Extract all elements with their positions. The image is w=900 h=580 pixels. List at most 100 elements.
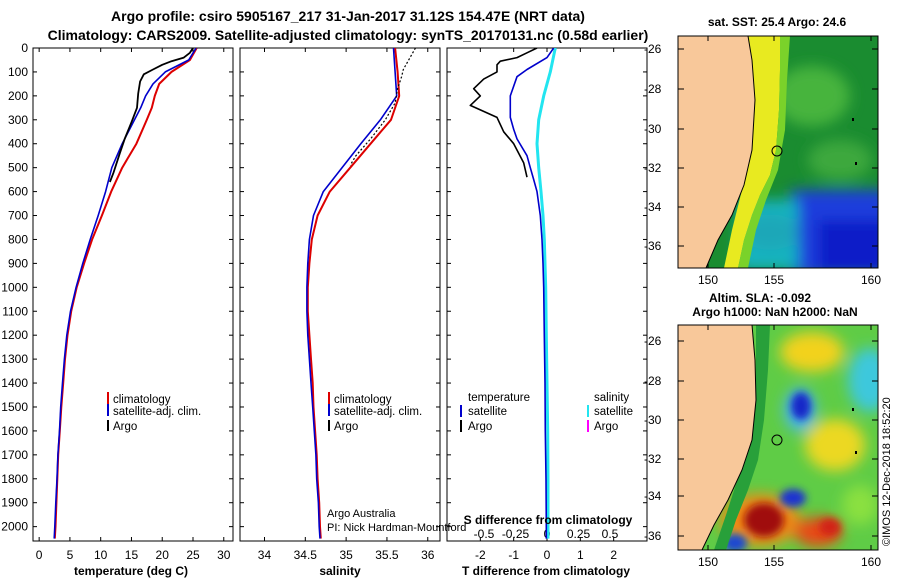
sst-map-frame — [677, 35, 879, 269]
sla-island-1 — [852, 408, 854, 411]
x-tick-label: 30 — [217, 548, 231, 562]
legend-title-salinity: salinity — [594, 392, 629, 404]
legend-label-climatology: climatology — [113, 394, 171, 406]
x-tick-label: 2 — [610, 548, 617, 562]
lat-tick-label: -30 — [644, 122, 662, 136]
depth-tick-label: 1000 — [1, 280, 28, 294]
temperature-x-ticks: 0 5 10 15 20 25 30 — [36, 48, 231, 562]
x-tick-label: 5 — [67, 548, 74, 562]
s-difference-axis-label: S difference from climatology — [464, 513, 633, 527]
depth-tick-label: 400 — [8, 137, 28, 151]
sla-blue-eddy-1 — [791, 392, 811, 420]
sst-green-patch-1 — [774, 66, 850, 126]
depth-tick-label: 2000 — [1, 520, 28, 534]
depth-tick-label: 1100 — [2, 304, 28, 318]
sla-island-2 — [855, 451, 857, 454]
x-tick-label: 10 — [94, 548, 108, 562]
x-tick-label: 34.5 — [294, 548, 318, 562]
credit-org: Argo Australia — [327, 508, 396, 520]
series-line-temperature-satellite — [509, 48, 555, 539]
figure-title-line2: Climatology: CARS2009. Satellite-adjuste… — [48, 27, 649, 43]
series-line-satellite-adj-clim- — [53, 48, 197, 539]
temperature-panel-frame — [32, 47, 234, 542]
x-tick-label: 15 — [125, 548, 139, 562]
legend-label-argo: Argo — [113, 421, 137, 433]
legend-label-t-satellite: satellite — [468, 406, 507, 418]
x-tick-label: -1 — [508, 548, 519, 562]
lat-tick-label: -30 — [644, 413, 662, 427]
australia-land-1 — [678, 36, 756, 268]
depth-tick-label: 1300 — [1, 352, 28, 366]
depth-tick-label: 900 — [8, 256, 28, 270]
sla-darkred-eddy — [744, 503, 784, 537]
sla-light-green — [842, 485, 878, 525]
salinity-difference-x-ticks: -0.5 -0.25 0 0.25 0.5 — [474, 527, 619, 541]
x-tick-label: 0 — [544, 548, 551, 562]
series-line-satellite-adj-clim- — [306, 48, 398, 539]
lat-tick-label: -26 — [644, 42, 662, 56]
legend-label-argo: Argo — [334, 421, 358, 433]
sla-map-ticks: -26 -28 -30 -32 -34 -36 150 155 160 — [644, 325, 881, 569]
salinity-legend: climatology satellite-adj. clim. Argo — [328, 392, 422, 433]
depth-tick-label: 800 — [8, 232, 28, 246]
series-line-salinity-satellite — [535, 48, 557, 539]
temperature-axis-label: temperature (deg C) — [74, 564, 188, 578]
depth-ticks — [33, 47, 647, 528]
depth-tick-label: 600 — [8, 185, 28, 199]
sla-yellow-eddy-2 — [805, 419, 865, 471]
depth-tick-label: 1400 — [1, 376, 28, 390]
lat-tick-label: -36 — [644, 239, 662, 253]
sst-map — [678, 36, 878, 268]
sla-red-eddy-3 — [819, 518, 841, 536]
lat-tick-label: -36 — [644, 529, 662, 543]
sst-island-2 — [855, 162, 857, 165]
x-tick-label: 0 — [36, 548, 43, 562]
legend-title-temperature: temperature — [468, 392, 530, 404]
depth-tick-label: 100 — [8, 65, 28, 79]
salinity-panel-frame — [239, 47, 441, 542]
difference-series — [469, 48, 557, 539]
sst-deep-blue-1 — [818, 220, 878, 268]
lon-tick-label: 150 — [698, 273, 718, 287]
lon-tick-label: 155 — [764, 555, 784, 569]
x-tick-label: 20 — [156, 548, 170, 562]
depth-tick-label: 1800 — [1, 472, 28, 486]
depth-tick-label: 200 — [8, 89, 28, 103]
s-diff-tick-label: 0.5 — [602, 527, 619, 541]
sst-island-1 — [852, 118, 854, 121]
credit-pi: PI: Nick Hardman-Mountford — [327, 522, 466, 534]
legend-label-satellite: satellite-adj. clim. — [334, 406, 422, 418]
lat-tick-label: -32 — [644, 161, 662, 175]
depth-tick-label: 500 — [8, 161, 28, 175]
x-tick-label: 1 — [577, 548, 584, 562]
depth-tick-label: 300 — [8, 113, 28, 127]
lat-tick-label: -28 — [644, 82, 662, 96]
lat-tick-label: -34 — [644, 200, 662, 214]
series-line-argo — [109, 48, 194, 183]
depth-axis: 0 100 200 300 400 500 600 700 800 900 1000 1100 1200… — [1, 41, 28, 534]
temperature-legend: climatology satellite-adj. clim. Argo — [107, 392, 201, 433]
sla-map-frame — [677, 324, 879, 551]
series-line-climatology — [306, 48, 401, 539]
salinity-x-ticks: 34 34.5 35 35.5 36 — [258, 48, 435, 562]
depth-tick-label: 700 — [8, 209, 28, 223]
sla-blue-eddy-2 — [780, 489, 806, 507]
australia-land-2 — [678, 325, 757, 550]
lon-tick-label: 160 — [861, 273, 881, 287]
sla-map-title-1: Altim. SLA: -0.092 — [709, 291, 811, 305]
depth-tick-label: 1900 — [1, 496, 28, 510]
watermark: ©IMOS 12-Dec-2018 18:52:20 — [881, 397, 893, 546]
s-diff-tick-label: -0.25 — [502, 527, 530, 541]
lon-tick-label: 150 — [698, 555, 718, 569]
argo-float-marker — [771, 145, 783, 157]
sla-map-title-2: Argo h1000: NaN h2000: NaN — [692, 305, 857, 319]
sla-map — [678, 325, 878, 550]
x-tick-label: -2 — [475, 548, 486, 562]
sst-map-title: sat. SST: 25.4 Argo: 24.6 — [708, 15, 847, 29]
sst-map-ticks: -26 -28 -30 -32 -34 -36 150 155 160 — [644, 36, 881, 287]
difference-x-ticks: -2 -1 0 1 2 — [475, 48, 617, 562]
depth-tick-label: 1600 — [1, 424, 28, 438]
salinity-axis-label: salinity — [319, 564, 361, 578]
x-tick-label: 34 — [258, 548, 272, 562]
